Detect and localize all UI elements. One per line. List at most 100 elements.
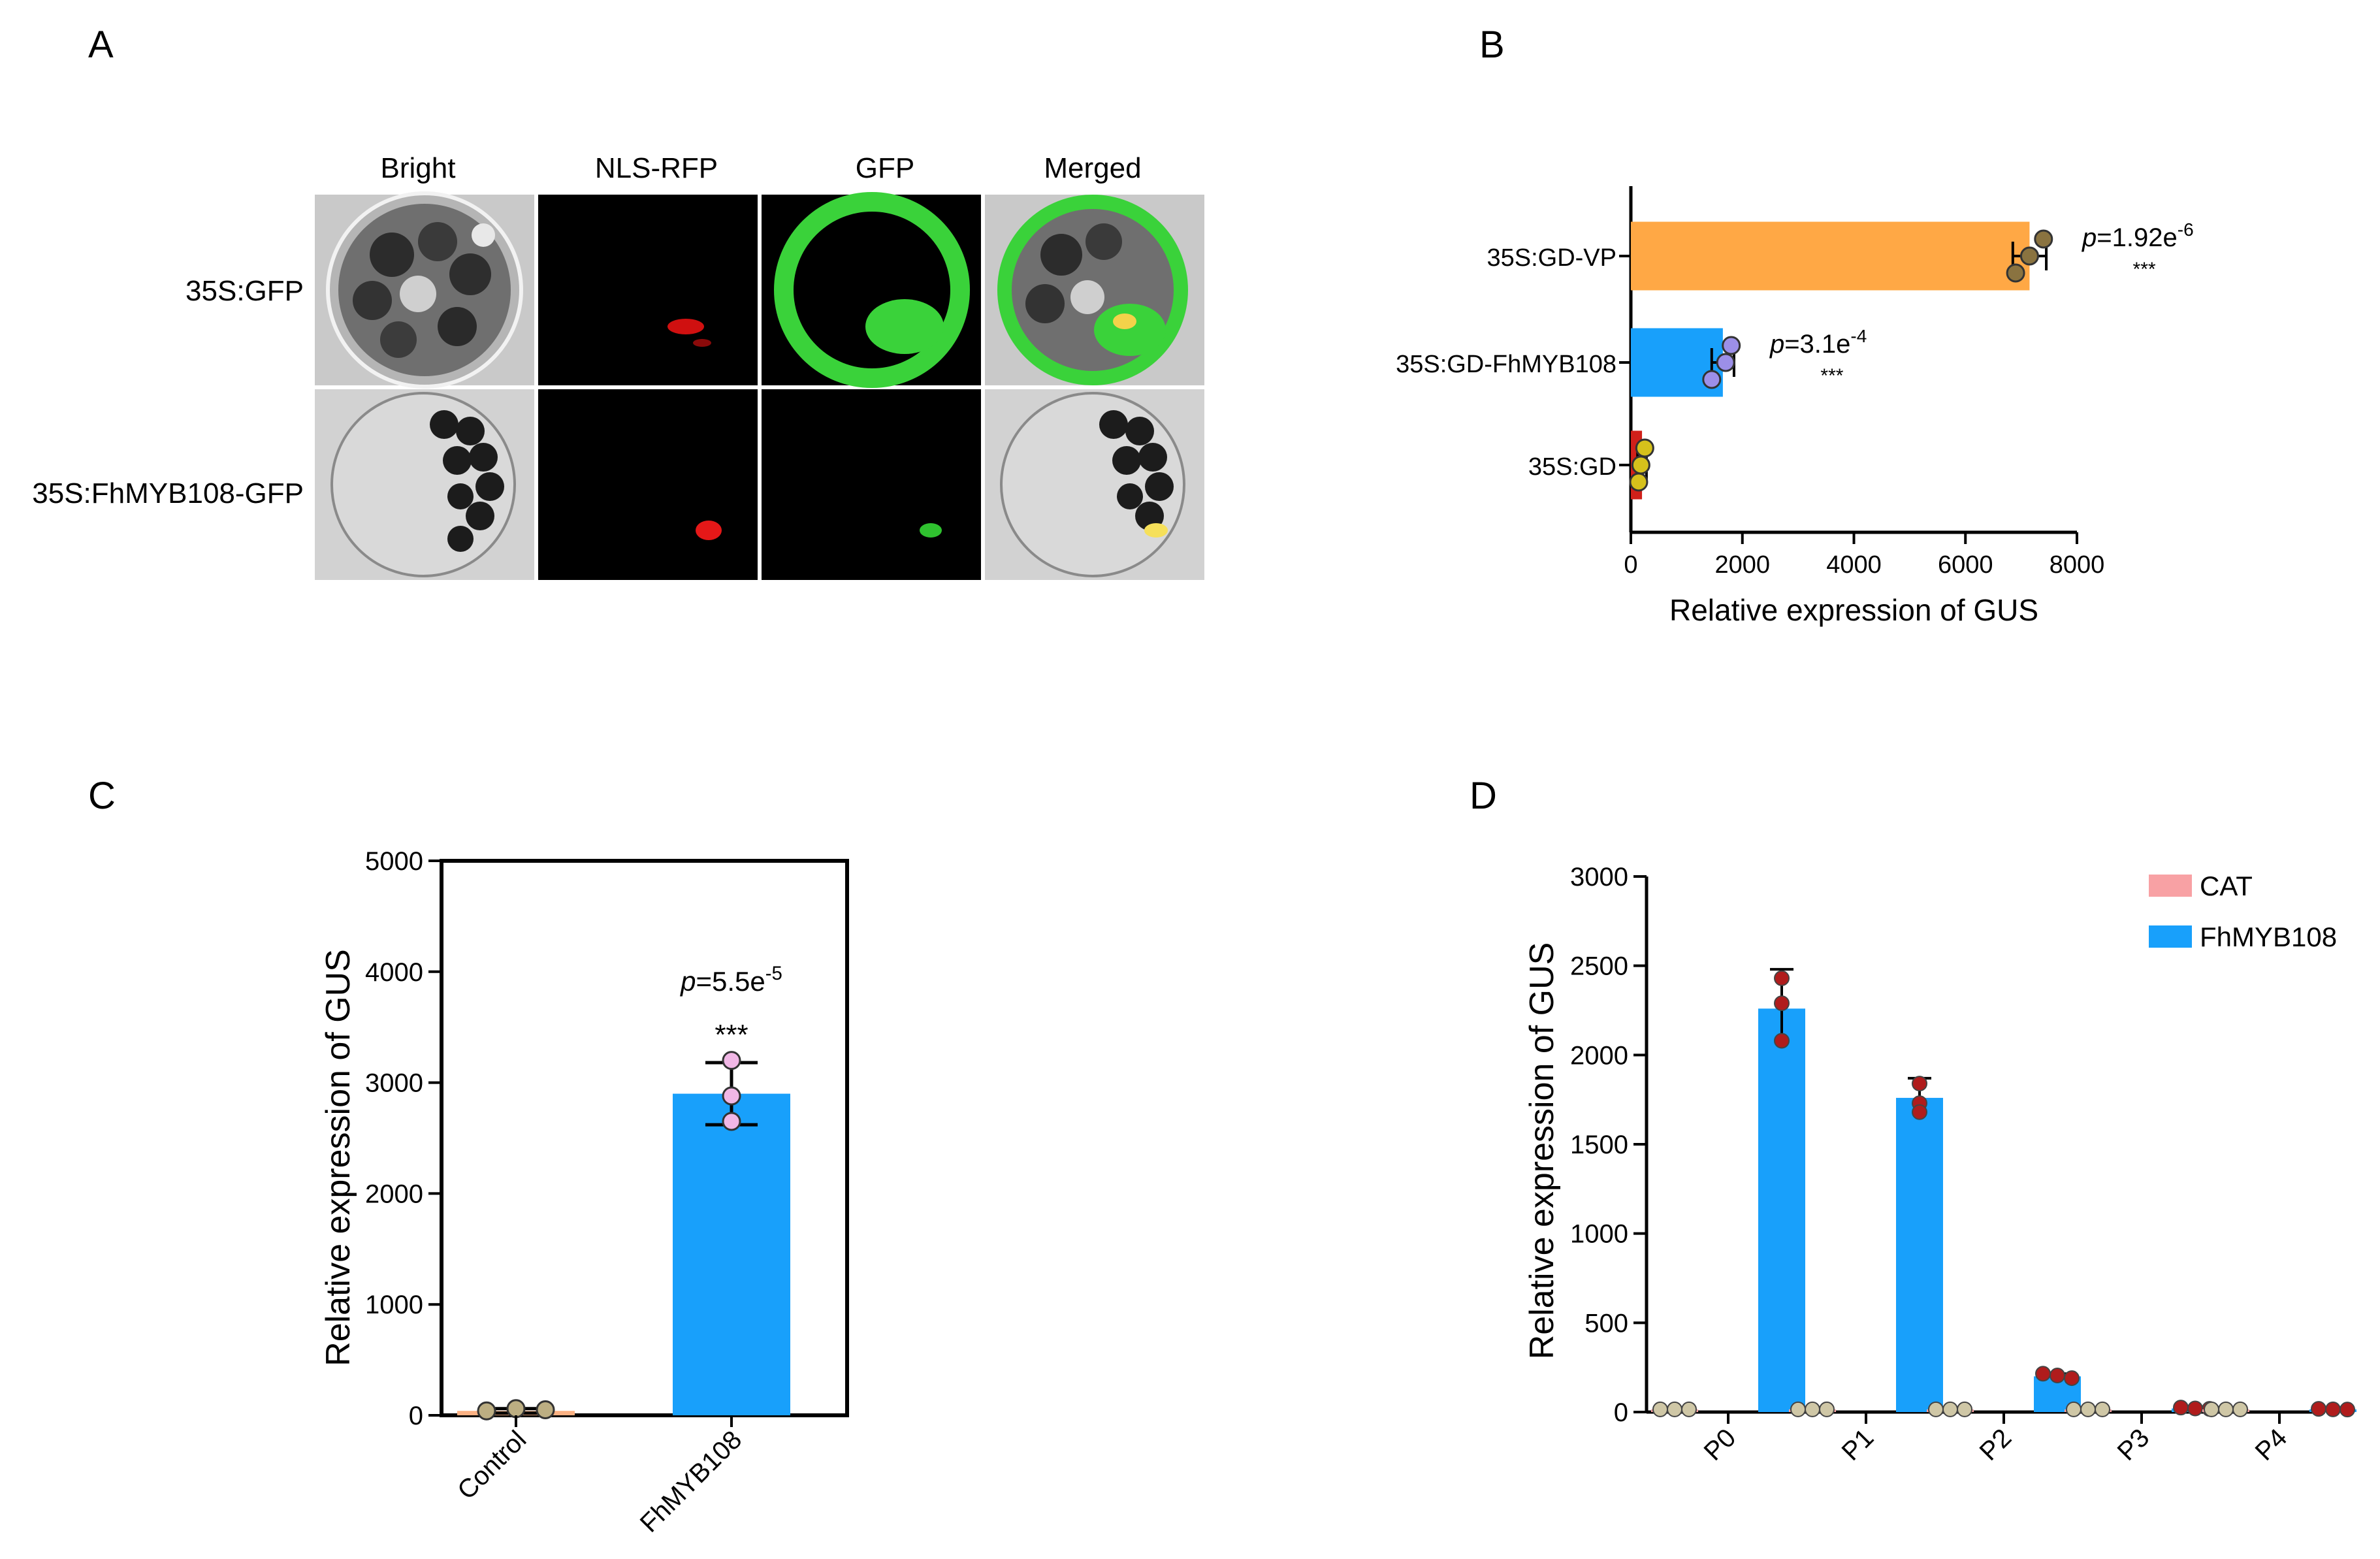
data-point-cat-p1-0 (1790, 1401, 1806, 1417)
x-tick-label-6000: 6000 (1938, 551, 1993, 579)
data-point-fhmyb108-p4-2 (2340, 1402, 2355, 1418)
y-axis-label: Relative expression of GUS (1523, 942, 1561, 1360)
data-point-cat-p0-0 (1652, 1401, 1668, 1417)
data-point-cat-p0-1 (1667, 1401, 1682, 1417)
data-point-control-1 (506, 1399, 526, 1419)
data-point-35s-gd-1 (1631, 455, 1650, 475)
data-point-cat-p1-2 (1819, 1401, 1835, 1417)
row-label-35s-fhmyb108-gfp: 35S:FhMYB108-GFP (32, 477, 304, 509)
p-value-35s-gd-vp: p=1.92e-6 (2082, 219, 2194, 252)
data-point-35s-gd-vp-0 (2034, 229, 2053, 249)
category-label-p0: P0 (1699, 1423, 1742, 1466)
y-tick-label-1000: 1000 (365, 1291, 423, 1319)
column-header-merged: Merged (1044, 152, 1141, 184)
data-point-fhmyb108-p3-1 (2187, 1400, 2203, 1417)
y-tick-label-1500: 1500 (1570, 1131, 1628, 1159)
significance-fhmyb108: *** (715, 1019, 748, 1051)
image-bright-35s-gfp (315, 191, 534, 389)
column-header-bright: Bright (381, 152, 456, 184)
data-point-fhmyb108-p4-0 (2311, 1401, 2326, 1417)
y-tick-label-2000: 2000 (1570, 1041, 1628, 1070)
panel-d-chart: D 0 500 1000 1500 2000 2500 3000 Relative expre… (1470, 775, 2356, 1466)
category-label-35s-gd: 35S:GD (1528, 453, 1616, 481)
category-label-p3: P3 (2112, 1423, 2155, 1466)
image-gfp-35s-gfp (762, 192, 981, 388)
data-point-35s-gd-fhmyb108-1 (1716, 353, 1735, 372)
data-point-cat-p2-1 (1942, 1401, 1958, 1417)
data-point-cat-p4-1 (2218, 1401, 2234, 1417)
data-point-fhmyb108-0 (722, 1051, 741, 1070)
image-merged-35s-fhmyb108-gfp (985, 389, 1204, 580)
data-point-fhmyb108-1 (722, 1086, 741, 1106)
image-row-35s-gfp (315, 191, 1204, 389)
legend-swatch-fhmyb108 (2149, 925, 2192, 948)
data-point-fhmyb108-2 (722, 1112, 741, 1131)
category-label-fhmyb108: FhMYB108 (635, 1425, 748, 1538)
panel-label-d: D (1470, 775, 1497, 817)
data-point-cat-p2-0 (1928, 1401, 1944, 1417)
plot-frame (440, 859, 849, 1417)
panel-label-a: A (88, 24, 114, 66)
data-point-cat-p3-0 (2066, 1401, 2082, 1417)
x-tick-label-8000: 8000 (2050, 551, 2105, 579)
data-point-cat-p1-1 (1805, 1401, 1820, 1417)
data-point-cat-p2-2 (1957, 1401, 1972, 1417)
column-header-nls-rfp: NLS-RFP (595, 152, 718, 184)
data-point-fhmyb108-p0-2 (1774, 1033, 1790, 1049)
data-point-fhmyb108-p3-0 (2173, 1400, 2189, 1416)
y-tick-label-5000: 5000 (365, 847, 423, 876)
data-point-control-2 (536, 1400, 555, 1420)
category-label-p4: P4 (2250, 1423, 2293, 1466)
y-tick-label-4000: 4000 (365, 958, 423, 987)
panel-label-b: B (1479, 24, 1505, 66)
data-point-fhmyb108-p2-0 (2035, 1366, 2051, 1382)
data-point-cat-p4-0 (2204, 1401, 2219, 1417)
x-tick-label-0: 0 (1624, 551, 1637, 579)
panel-c-chart: C 0 1000 2000 3000 4000 5000 Relative expressi… (88, 775, 849, 1538)
x-tick-label-4000: 4000 (1826, 551, 1882, 579)
panel-a: A Bright NLS-RFP GFP Merged 35S:GFP 35S:… (32, 24, 1204, 580)
significance-35s-gd-fhmyb108: *** (1820, 365, 1843, 387)
bar-35s-gd-vp (1631, 221, 2030, 291)
row-label-35s-gfp: 35S:GFP (185, 275, 304, 307)
data-point-fhmyb108-p0-1 (1774, 995, 1790, 1012)
significance-35s-gd-vp: *** (2133, 259, 2156, 280)
data-point-cat-p4-2 (2232, 1401, 2248, 1417)
x-axis-label: Relative expression of GUS (1669, 593, 2038, 627)
data-point-fhmyb108-p4-1 (2325, 1401, 2341, 1417)
data-point-cat-p3-2 (2095, 1401, 2110, 1417)
data-point-35s-gd-0 (1635, 438, 1654, 458)
data-point-fhmyb108-p1-2 (1912, 1104, 1927, 1120)
image-nls-rfp-35s-gfp (538, 195, 758, 385)
p-value-35s-gd-fhmyb108: p=3.1e-4 (1769, 326, 1867, 359)
category-label-p2: P2 (1974, 1423, 2018, 1466)
data-point-cat-p3-1 (2080, 1401, 2096, 1417)
legend-swatch-cat (2149, 875, 2192, 897)
data-point-fhmyb108-p2-1 (2050, 1367, 2065, 1383)
y-tick-label-0: 0 (1614, 1398, 1628, 1427)
legend-label-cat: CAT (2200, 871, 2253, 901)
category-label-p1: P1 (1837, 1423, 1880, 1466)
image-nls-rfp-35s-fhmyb108-gfp (538, 389, 758, 580)
data-point-fhmyb108-p1-0 (1912, 1076, 1927, 1092)
image-row-35s-fhmyb108-gfp (315, 389, 1204, 580)
bar-fhmyb108 (673, 1093, 790, 1415)
column-header-gfp: GFP (856, 152, 914, 184)
data-point-35s-gd-vp-1 (2019, 246, 2039, 266)
category-label-35s-gd-vp: 35S:GD-VP (1487, 244, 1616, 272)
y-axis-label: Relative expression of GUS (319, 949, 357, 1366)
category-label-35s-gd-fhmyb108: 35S:GD-FhMYB108 (1396, 351, 1616, 378)
bar-fhmyb108-p1 (1896, 1097, 1943, 1412)
y-tick-label-3000: 3000 (365, 1069, 423, 1098)
data-point-fhmyb108-p0-0 (1774, 970, 1790, 986)
y-tick-label-3000: 3000 (1570, 863, 1628, 892)
legend-label-fhmyb108: FhMYB108 (2200, 922, 2337, 952)
y-tick-label-2000: 2000 (365, 1180, 423, 1208)
data-point-fhmyb108-p2-2 (2064, 1370, 2080, 1387)
image-merged-35s-gfp (985, 195, 1204, 385)
y-tick-label-1000: 1000 (1570, 1220, 1628, 1249)
data-point-control-0 (477, 1401, 496, 1421)
image-gfp-35s-fhmyb108-gfp (762, 389, 981, 580)
data-point-35s-gd-2 (1629, 472, 1648, 492)
